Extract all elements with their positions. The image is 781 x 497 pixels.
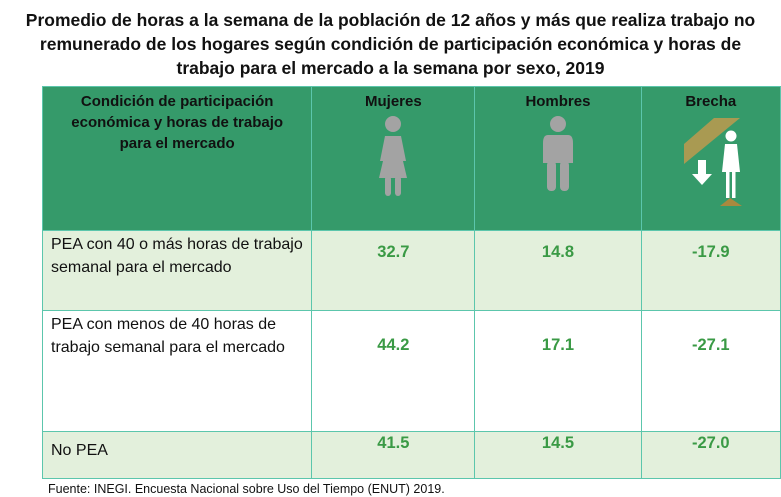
row-label: No PEA: [41, 431, 313, 479]
header-row: Condición de participación económica y h…: [41, 86, 781, 231]
header-women: Mujeres: [311, 86, 476, 231]
women-value: 32.7: [311, 230, 476, 311]
row-label: PEA con 40 o más horas de trabajo semana…: [41, 230, 313, 311]
table-title: Promedio de horas a la semana de la pobl…: [25, 10, 756, 78]
gender-gap-icon: [683, 118, 742, 206]
men-value: 14.5: [474, 431, 642, 479]
header-men: Hombres: [474, 86, 642, 231]
header-gap-label: Brecha: [685, 93, 737, 110]
header-condition: Condición de participación económica y h…: [41, 86, 313, 231]
woman-icon: [379, 116, 408, 196]
table-row: No PEA 41.5 14.5 -27.0: [41, 431, 781, 479]
man-icon: [542, 116, 573, 191]
row-label: PEA con menos de 40 horas de trabajo sem…: [41, 310, 313, 432]
header-men-label: Hombres: [525, 93, 591, 110]
men-value: 14.8: [474, 230, 642, 311]
source-note: Fuente: INEGI. Encuesta Nacional sobre U…: [48, 482, 445, 496]
men-value: 17.1: [474, 310, 642, 432]
header-women-label: Mujeres: [365, 93, 422, 110]
data-table: Condición de participación económica y h…: [41, 86, 781, 479]
table-row: PEA con menos de 40 horas de trabajo sem…: [41, 310, 781, 432]
gap-value: -27.1: [640, 310, 781, 432]
gap-value: -17.9: [640, 230, 781, 311]
table-row: PEA con 40 o más horas de trabajo semana…: [41, 230, 781, 311]
women-value: 44.2: [311, 310, 476, 432]
header-gap: Brecha: [640, 86, 781, 231]
gap-value: -27.0: [640, 431, 781, 479]
women-value: 41.5: [311, 431, 476, 479]
